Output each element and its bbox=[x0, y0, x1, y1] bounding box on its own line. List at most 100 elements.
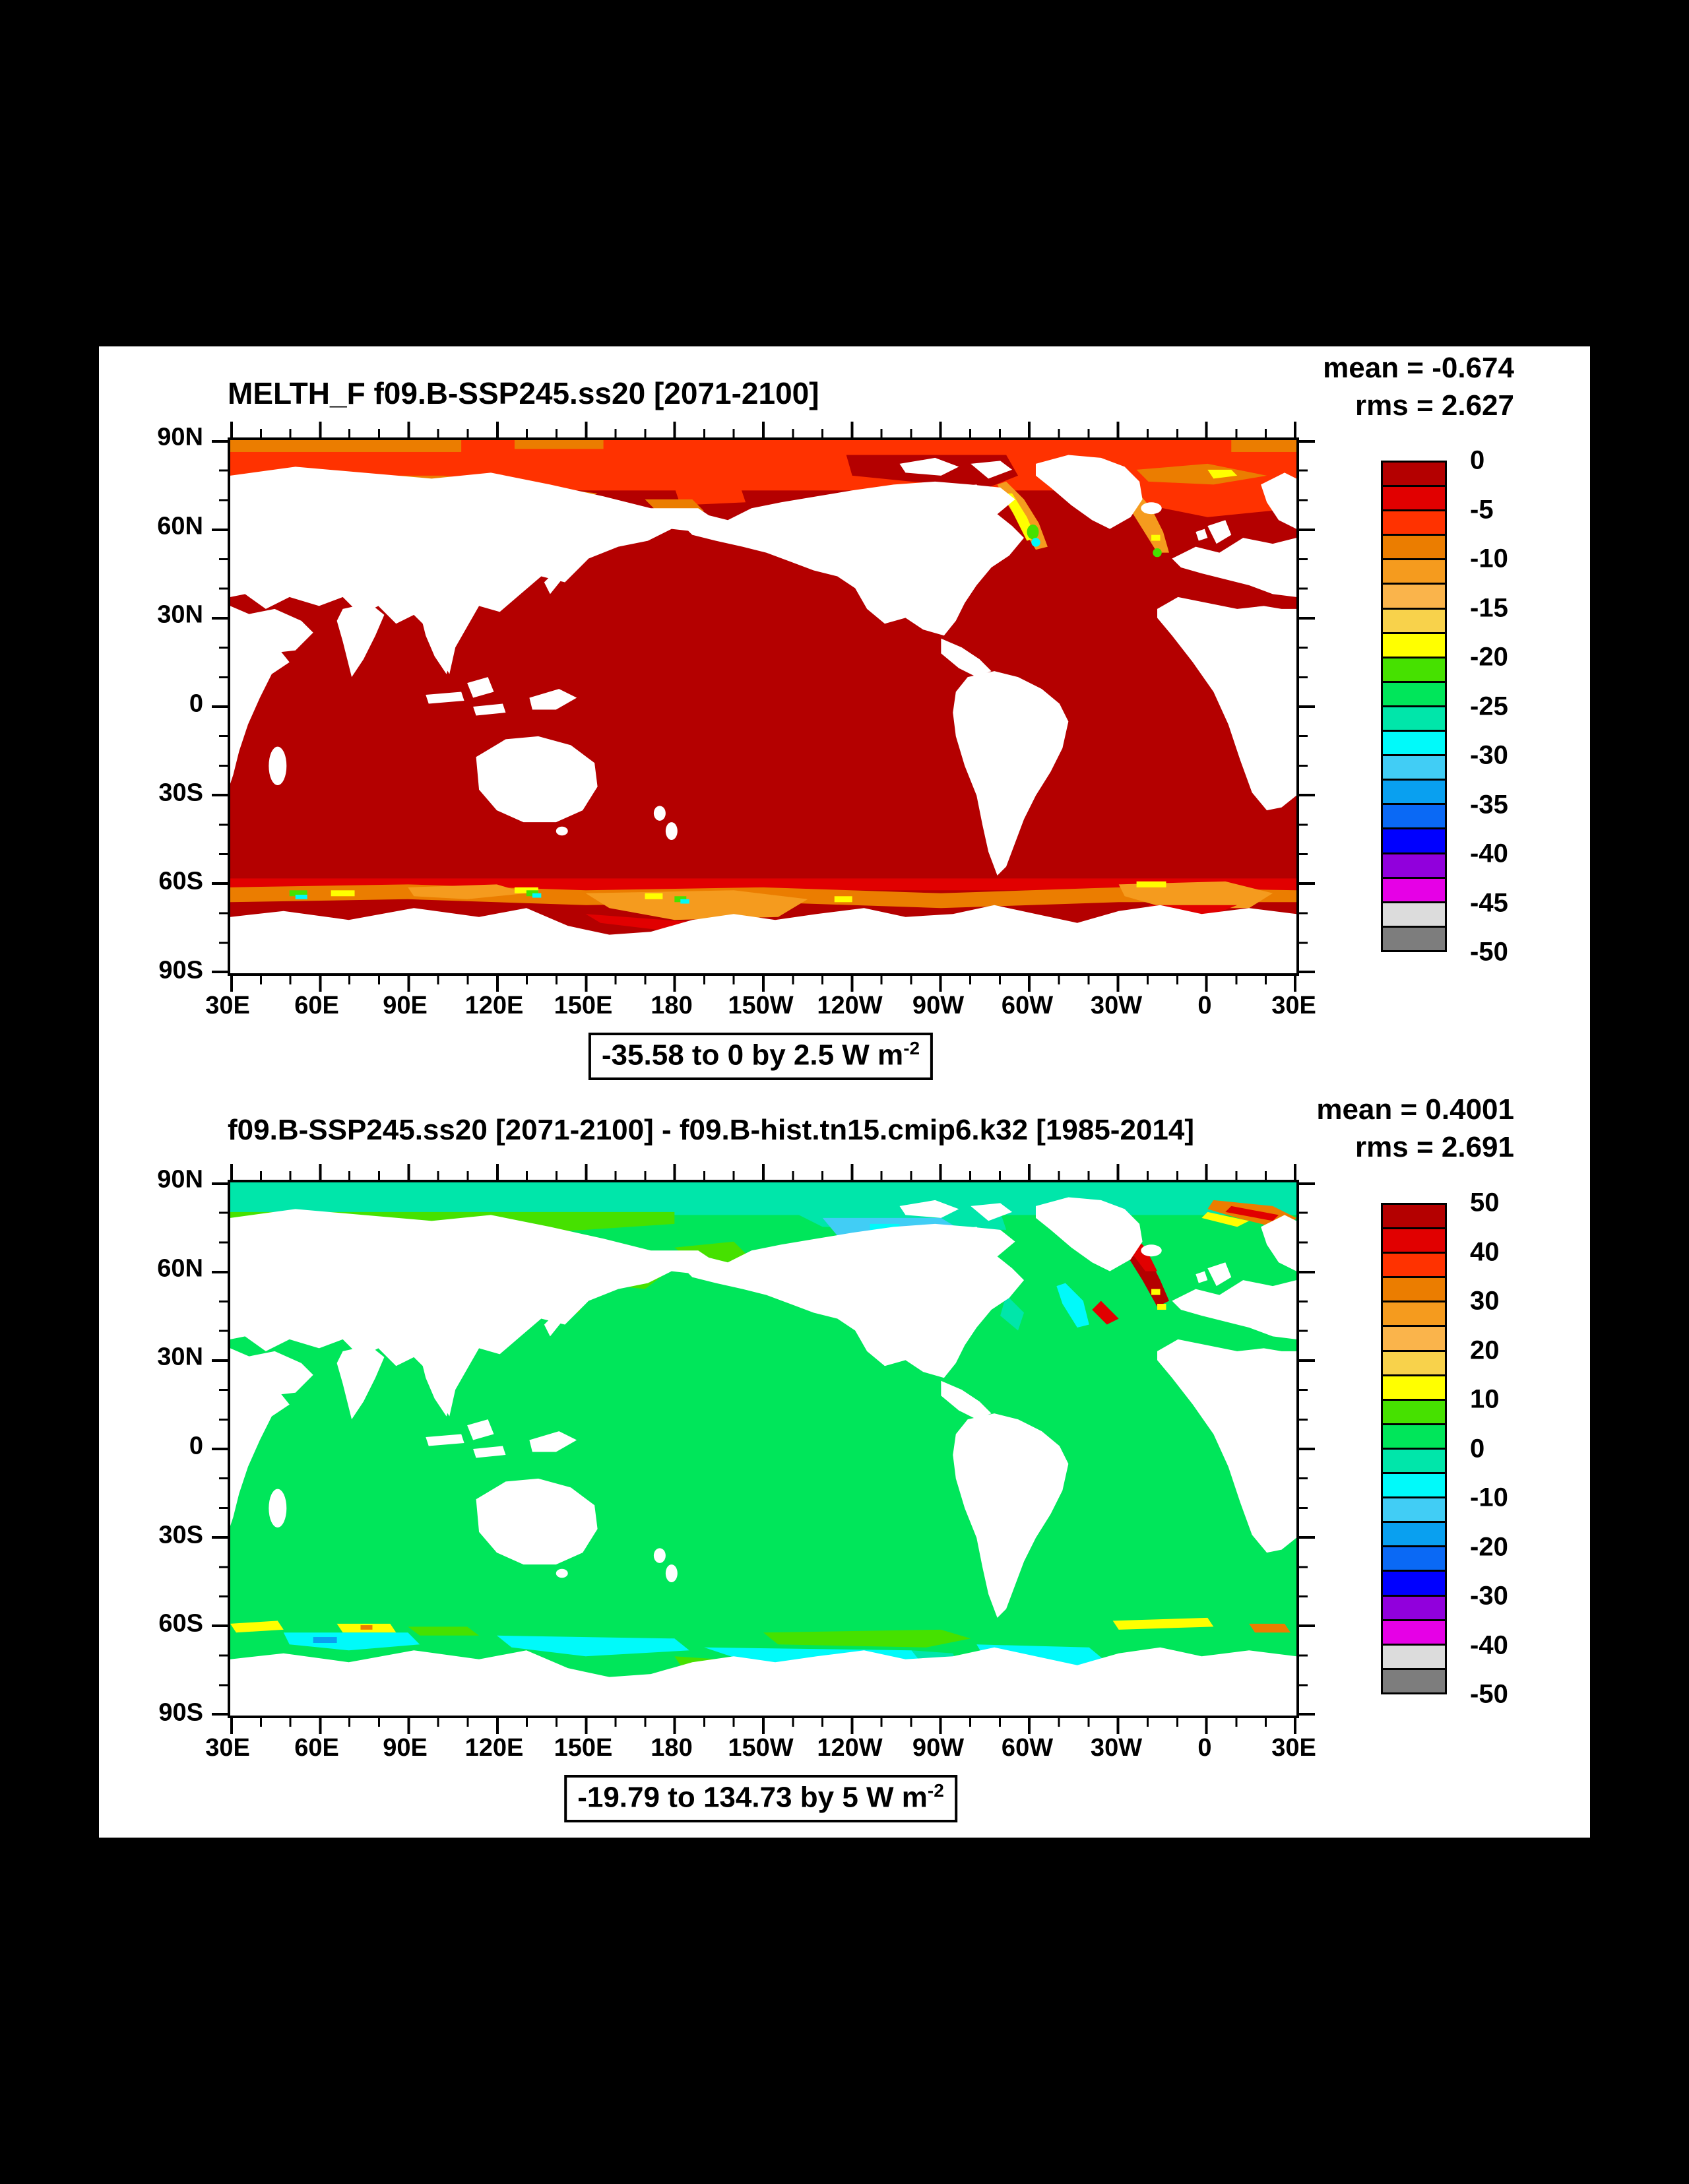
panel2-colorbar bbox=[1381, 1203, 1447, 1694]
land-java bbox=[473, 1446, 506, 1458]
panel2-title: f09.B-SSP245.ss20 [2071-2100] - f09.B-hi… bbox=[228, 1114, 1194, 1146]
egreenland-yellow-speck bbox=[1151, 534, 1161, 541]
greenland-sea-band bbox=[1106, 478, 1296, 517]
y-label: 90N bbox=[157, 1165, 203, 1194]
x-label: 30E bbox=[1271, 1734, 1316, 1762]
panel1-range-exponent: -2 bbox=[903, 1038, 920, 1058]
antarctic-cyan-speck bbox=[680, 899, 689, 904]
map2-ticks-left-minor bbox=[219, 1182, 228, 1716]
land-nz-north bbox=[653, 806, 666, 821]
land-madagascar bbox=[269, 746, 287, 785]
x-label: 0 bbox=[1197, 1734, 1212, 1762]
panel1-map-svg bbox=[230, 440, 1296, 973]
antarctic-green-speck bbox=[289, 890, 307, 897]
colorbar-cell bbox=[1381, 925, 1447, 952]
colorbar-cell bbox=[1381, 1594, 1447, 1621]
land-centralamerica bbox=[941, 638, 992, 678]
land-scandinavia bbox=[1261, 472, 1296, 529]
egreenland-yellow-speck bbox=[1151, 1289, 1161, 1295]
land-tasmania bbox=[556, 1568, 568, 1578]
map1-ticks-top-minor bbox=[230, 429, 1296, 437]
land-tasmania bbox=[556, 826, 568, 836]
y-label: 0 bbox=[189, 1432, 203, 1460]
y-label: 90S bbox=[158, 956, 203, 984]
land-borneo bbox=[467, 677, 494, 698]
colorbar-label: 10 bbox=[1470, 1384, 1500, 1414]
land-britain bbox=[1207, 1262, 1232, 1287]
map2-ticks-top-major bbox=[230, 1164, 1296, 1180]
x-label: 60W bbox=[1001, 1734, 1054, 1762]
colorbar-cell bbox=[1381, 1398, 1447, 1425]
antarctic-blue-speck bbox=[313, 1637, 337, 1644]
colorbar-label: -45 bbox=[1470, 888, 1508, 918]
x-label: 60W bbox=[1001, 992, 1054, 1019]
colorbar-label: -40 bbox=[1470, 839, 1508, 868]
antarctic-yellow-streak bbox=[230, 1621, 284, 1633]
colorbar-label: -10 bbox=[1470, 544, 1508, 573]
panel2-map-svg bbox=[230, 1182, 1296, 1716]
colorbar-cell bbox=[1381, 558, 1447, 585]
x-label: 60E bbox=[294, 992, 339, 1019]
panel2-range-box: -19.79 to 134.73 by 5 W m-2 bbox=[564, 1775, 957, 1822]
land-centralamerica bbox=[941, 1380, 992, 1420]
x-label: 0 bbox=[1197, 992, 1212, 1019]
map2-ticks-bottom-minor bbox=[230, 1718, 1296, 1727]
x-label: 150E bbox=[554, 1734, 613, 1762]
land-india bbox=[336, 602, 385, 678]
antarctic-yellow-speck bbox=[1136, 881, 1166, 887]
land-arctic-island bbox=[971, 1203, 1013, 1221]
x-label: 120E bbox=[464, 1734, 524, 1762]
colorbar-label: -20 bbox=[1470, 1532, 1508, 1562]
colorbar-cell bbox=[1381, 1252, 1447, 1279]
land-europe bbox=[1172, 538, 1296, 597]
land-sumatra bbox=[426, 1434, 464, 1446]
antarctic-green-band bbox=[763, 1629, 971, 1648]
greenland-tip-red bbox=[1092, 1301, 1119, 1325]
colorbar-cell bbox=[1381, 485, 1447, 512]
colorbar-label: -5 bbox=[1470, 495, 1494, 525]
y-label: 60S bbox=[158, 867, 203, 895]
panel1-colorbar bbox=[1381, 461, 1447, 952]
panel2-mean: mean = 0.4001 bbox=[1316, 1093, 1514, 1126]
colorbar-cell bbox=[1381, 803, 1447, 830]
map1-ticks-left-major bbox=[212, 440, 228, 973]
map2-ticks-bottom-major bbox=[230, 1718, 1296, 1734]
y-label: 30S bbox=[158, 1521, 203, 1549]
colorbar-label: -15 bbox=[1470, 593, 1508, 623]
weddell-orange-lobe bbox=[1118, 881, 1273, 909]
colorbar-cell bbox=[1381, 754, 1447, 781]
colorbar-label: 40 bbox=[1470, 1237, 1500, 1267]
land-europe bbox=[1172, 1280, 1296, 1339]
x-label: 90E bbox=[383, 1734, 428, 1762]
colorbar-label: -20 bbox=[1470, 642, 1508, 672]
land-madagascar bbox=[269, 1489, 287, 1527]
antarctic-cyan-speck bbox=[295, 895, 307, 899]
land-newguinea bbox=[529, 1431, 577, 1452]
land-northamerica bbox=[680, 1223, 1025, 1378]
antarctic-yellow-streak bbox=[1112, 1617, 1214, 1630]
egreenland-green-speck bbox=[1153, 548, 1162, 558]
polar-edge-orange bbox=[1231, 440, 1296, 452]
x-label: 90W bbox=[912, 992, 965, 1019]
svalbard-red-arc bbox=[1225, 1205, 1279, 1221]
land-borneo bbox=[467, 1419, 494, 1440]
y-label: 90N bbox=[157, 423, 203, 451]
land-iceland bbox=[1141, 1244, 1162, 1257]
colorbar-label: -35 bbox=[1470, 790, 1508, 819]
land-nz-south bbox=[665, 822, 678, 840]
land-scandinavia bbox=[1261, 1215, 1296, 1271]
map2-ticks-top-minor bbox=[230, 1171, 1296, 1180]
x-label: 30W bbox=[1090, 1734, 1143, 1762]
land-seasia bbox=[420, 1354, 453, 1417]
colorbar-cell bbox=[1381, 1301, 1447, 1328]
land-arctic-island bbox=[947, 484, 989, 503]
colorbar-cell bbox=[1381, 1667, 1447, 1694]
land-australia bbox=[476, 736, 598, 823]
panel1-stats: mean = -0.674 rms = 2.627 bbox=[1323, 349, 1514, 424]
colorbar-label: 20 bbox=[1470, 1335, 1500, 1365]
x-label: 30E bbox=[205, 1734, 250, 1762]
x-label: 150W bbox=[728, 1734, 794, 1762]
map1-ticks-bottom-minor bbox=[230, 976, 1296, 984]
antarctic-cyan-speck bbox=[532, 893, 542, 898]
x-label: 180 bbox=[651, 1734, 693, 1762]
